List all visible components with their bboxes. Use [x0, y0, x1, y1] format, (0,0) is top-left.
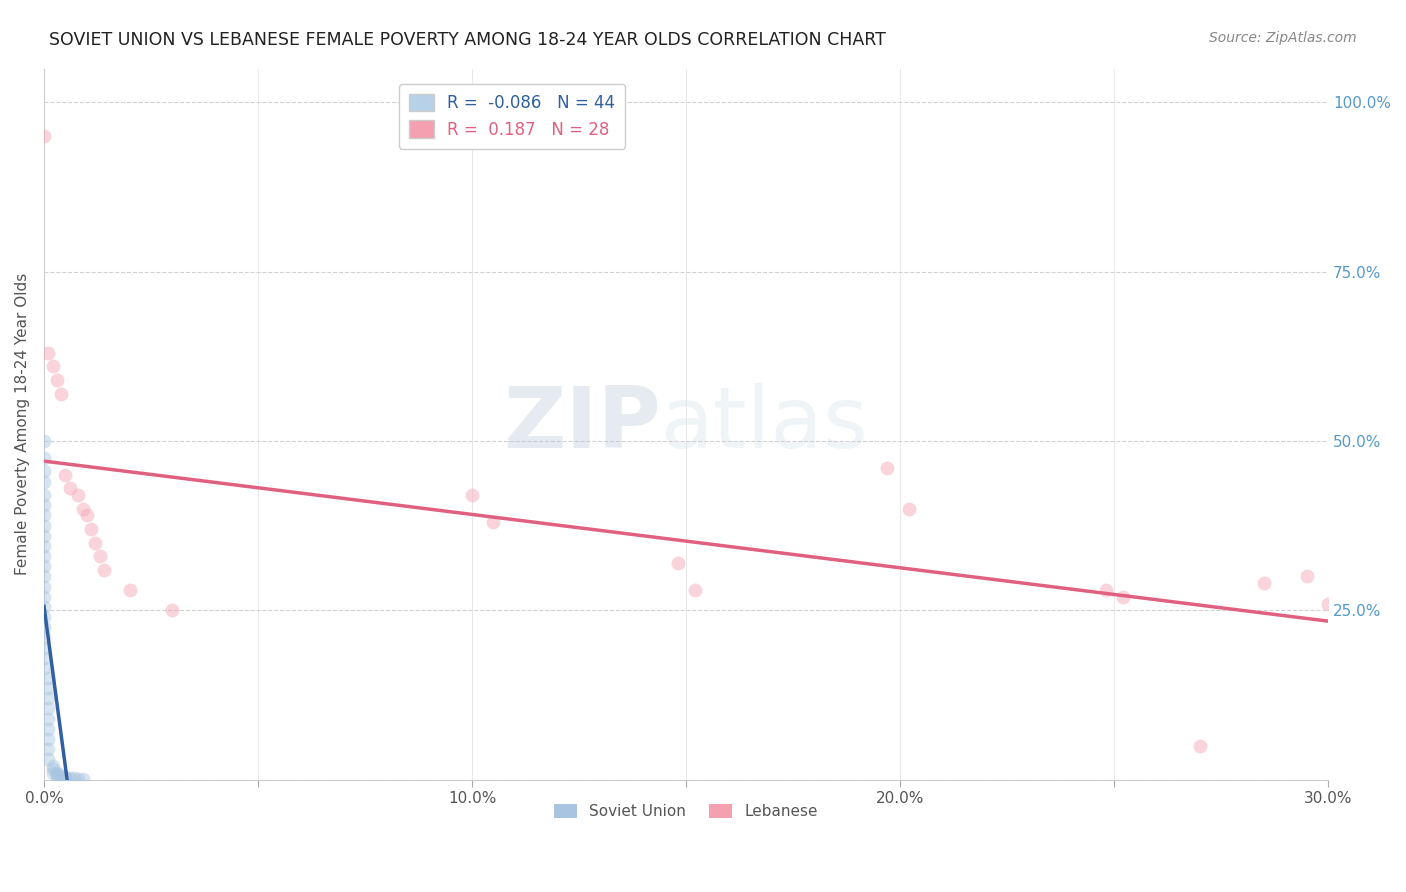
Point	[67, 772, 90, 786]
Point	[41, 359, 63, 374]
Point	[32, 529, 55, 543]
Point	[32, 661, 55, 675]
Point	[162, 603, 184, 617]
Point	[45, 767, 67, 781]
Point	[37, 722, 59, 736]
Point	[72, 772, 94, 786]
Point	[1094, 582, 1116, 597]
Point	[32, 499, 55, 513]
Point	[32, 434, 55, 448]
Point	[37, 712, 59, 726]
Point	[55, 771, 77, 785]
Point	[67, 488, 90, 502]
Point	[32, 650, 55, 665]
Text: atlas: atlas	[661, 383, 869, 466]
Point	[37, 731, 59, 746]
Point	[32, 559, 55, 574]
Point	[32, 450, 55, 465]
Point	[1295, 569, 1317, 583]
Point	[666, 556, 689, 570]
Point	[37, 701, 59, 715]
Point	[45, 768, 67, 782]
Point	[461, 488, 484, 502]
Point	[1111, 590, 1133, 604]
Point	[37, 691, 59, 706]
Point	[32, 610, 55, 624]
Point	[32, 465, 55, 479]
Point	[1317, 597, 1340, 611]
Point	[41, 765, 63, 780]
Point	[32, 631, 55, 645]
Point	[59, 771, 82, 785]
Point	[32, 518, 55, 533]
Point	[32, 475, 55, 489]
Point	[80, 522, 103, 536]
Point	[55, 770, 77, 784]
Point	[37, 742, 59, 756]
Point	[32, 599, 55, 614]
Text: SOVIET UNION VS LEBANESE FEMALE POVERTY AMONG 18-24 YEAR OLDS CORRELATION CHART: SOVIET UNION VS LEBANESE FEMALE POVERTY …	[49, 31, 886, 49]
Legend: Soviet Union, Lebanese: Soviet Union, Lebanese	[548, 798, 824, 825]
Point	[37, 346, 59, 360]
Point	[45, 373, 67, 387]
Text: Source: ZipAtlas.com: Source: ZipAtlas.com	[1209, 31, 1357, 45]
Point	[41, 763, 63, 777]
Point	[63, 771, 86, 785]
Point	[32, 508, 55, 523]
Point	[32, 620, 55, 634]
Point	[482, 515, 505, 529]
Point	[32, 640, 55, 655]
Point	[32, 590, 55, 604]
Y-axis label: Female Poverty Among 18-24 Year Olds: Female Poverty Among 18-24 Year Olds	[15, 273, 30, 575]
Point	[49, 386, 72, 401]
Point	[32, 129, 55, 144]
Point	[37, 671, 59, 685]
Point	[72, 501, 94, 516]
Point	[897, 501, 920, 516]
Point	[41, 759, 63, 773]
Point	[55, 467, 77, 482]
Point	[32, 569, 55, 583]
Point	[32, 580, 55, 594]
Point	[59, 482, 82, 496]
Point	[32, 488, 55, 502]
Point	[76, 508, 98, 523]
Point	[118, 582, 141, 597]
Point	[876, 461, 898, 475]
Point	[93, 563, 115, 577]
Point	[1253, 576, 1275, 591]
Point	[45, 765, 67, 780]
Point	[84, 535, 107, 549]
Point	[32, 539, 55, 553]
Point	[89, 549, 111, 563]
Point	[32, 549, 55, 563]
Point	[37, 752, 59, 766]
Point	[49, 769, 72, 783]
Point	[683, 582, 706, 597]
Point	[1188, 739, 1211, 753]
Text: ZIP: ZIP	[503, 383, 661, 466]
Point	[37, 681, 59, 696]
